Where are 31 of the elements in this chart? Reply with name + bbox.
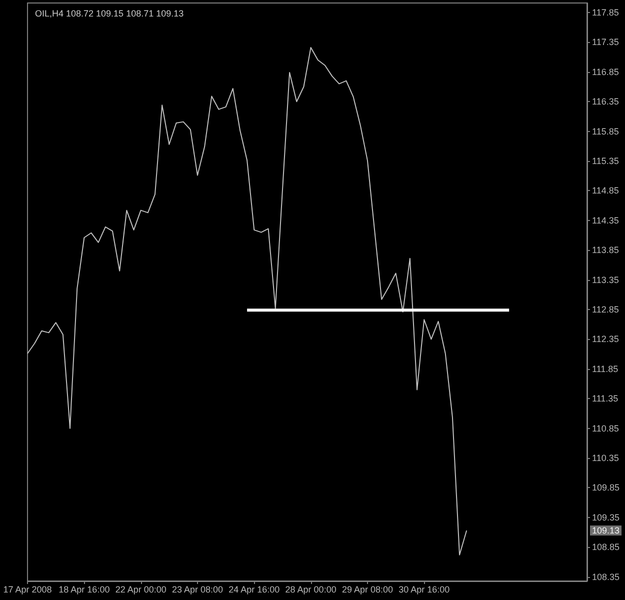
y-tick-label: 117.85 (592, 8, 619, 18)
x-tick-label: 18 Apr 16:00 (58, 584, 110, 594)
y-tick-label: 110.35 (592, 453, 619, 464)
y-tick-label: 108.35 (592, 572, 620, 582)
x-tick-label: 22 Apr 00:00 (115, 584, 166, 594)
annotation: 109.13 (592, 526, 620, 536)
x-tick-label: 30 Apr 16:00 (398, 584, 450, 594)
y-tick-label: 117.35 (592, 37, 619, 48)
x-tick-label: 17 Apr 2008 (3, 584, 52, 594)
y-tick-label: 112.35 (592, 334, 619, 344)
y-tick-label: 111.35 (592, 394, 618, 404)
y-tick-label: 113.35 (592, 274, 619, 285)
line-series (27, 47, 468, 556)
x-tick-label: 28 Apr 00:00 (285, 584, 336, 594)
y-tick-label: 112.85 (592, 304, 619, 315)
y-tick-label: 114.35 (592, 215, 619, 226)
y-tick-label: 108.85 (592, 542, 620, 552)
text: OIL,H4 108.72 109.15 108.71 109.13 (35, 8, 184, 18)
y-tick-label: 113.85 (592, 245, 619, 256)
x-tick-label: 29 Apr 08:00 (342, 584, 393, 594)
y-tick-label: 110.85 (592, 423, 619, 434)
y-tick-label: 114.85 (592, 186, 619, 196)
y-tick-label: 111.85 (592, 364, 618, 374)
y-tick-label: 116.85 (592, 66, 619, 77)
y-tick-label: 116.35 (592, 96, 619, 107)
y-tick-label: 115.85 (592, 126, 619, 136)
y-tick-label: 109.85 (592, 482, 620, 493)
y-tick-label: 115.35 (592, 156, 619, 166)
y-tick-label: 109.35 (592, 512, 620, 522)
x-tick-label: 23 Apr 08:00 (172, 584, 224, 594)
x-tick-label: 24 Apr 16:00 (228, 584, 280, 594)
